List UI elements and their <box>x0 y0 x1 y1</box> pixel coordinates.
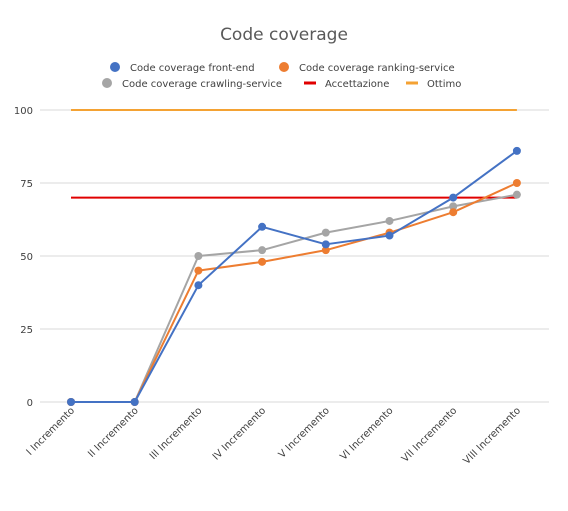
legend-label: Code coverage ranking-service <box>299 63 455 74</box>
legend: Code coverage front-end Code coverage ran… <box>102 62 461 90</box>
data-point <box>258 222 267 231</box>
series <box>67 179 521 406</box>
y-tick-label: 25 <box>20 325 33 336</box>
data-point <box>449 193 458 202</box>
x-tick-label: VII Incremento <box>400 405 459 464</box>
data-point <box>385 231 394 240</box>
data-point <box>449 202 458 211</box>
data-point <box>194 252 203 260</box>
y-tick-label: 0 <box>27 398 33 409</box>
data-point <box>258 257 267 266</box>
legend-item: Code coverage front-end <box>110 62 255 74</box>
series <box>67 146 521 406</box>
chart-title: Code coverage <box>220 25 348 45</box>
data-point <box>67 398 75 406</box>
x-tick-label: VI Incremento <box>338 405 395 462</box>
series-line <box>71 182 518 403</box>
legend-item: Code coverage crawling-service <box>102 78 282 90</box>
legend-item: Accettazione <box>304 79 389 90</box>
data-point <box>449 208 458 217</box>
x-tick-label: VIII Incremento <box>462 405 523 466</box>
legend-item: Code coverage ranking-service <box>279 62 455 74</box>
data-point <box>321 246 330 255</box>
x-tick-label: IV Incremento <box>211 405 268 462</box>
data-point <box>321 228 330 237</box>
legend-label: Ottimo <box>427 79 461 90</box>
series <box>67 190 521 406</box>
series-line <box>71 193 518 403</box>
legend-marker <box>279 62 289 72</box>
x-tick-label: III Incremento <box>148 405 205 462</box>
x-tick-label: V Incremento <box>277 405 332 460</box>
y-axis-ticks: 0 25 50 75 100 <box>14 106 33 409</box>
data-point <box>512 190 521 199</box>
legend-marker <box>102 78 112 88</box>
series-group <box>67 109 521 406</box>
y-tick-label: 50 <box>20 252 33 263</box>
data-point <box>194 266 203 275</box>
data-point <box>385 216 394 225</box>
x-tick-label: II Incremento <box>86 405 141 460</box>
legend-label: Code coverage crawling-service <box>122 79 282 90</box>
legend-label: Code coverage front-end <box>130 63 255 74</box>
data-point <box>130 398 139 406</box>
y-tick-label: 75 <box>20 179 33 190</box>
x-axis-ticks: I Incremento II Incremento III Incremento I… <box>25 405 523 466</box>
series-line <box>71 150 518 403</box>
legend-label: Accettazione <box>325 79 389 90</box>
data-point <box>258 246 267 255</box>
data-point <box>512 146 521 155</box>
legend-item: Ottimo <box>406 79 461 90</box>
x-tick-label: I Incremento <box>25 405 77 457</box>
data-point <box>512 179 521 187</box>
data-point <box>321 240 330 249</box>
data-point <box>194 281 203 290</box>
y-tick-label: 100 <box>14 106 33 117</box>
legend-marker <box>110 62 120 72</box>
